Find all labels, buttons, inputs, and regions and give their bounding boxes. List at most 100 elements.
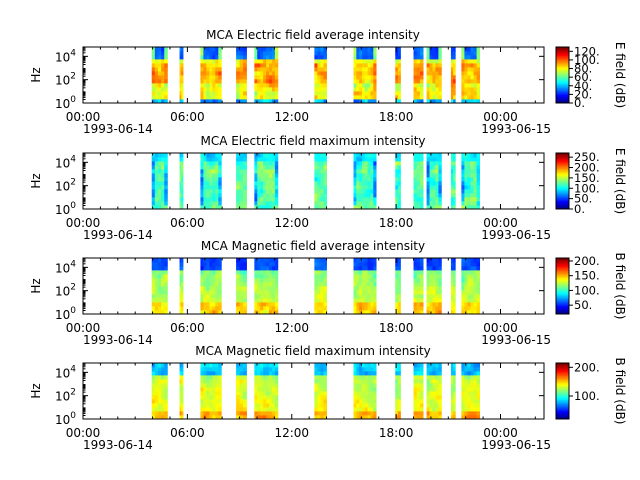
heatmap-cell [274,197,279,202]
heatmap-cell [154,407,159,412]
heatmap-cell [212,363,216,368]
heatmap-cell [154,47,159,52]
heatmap-cell [320,306,324,311]
heatmap-cell [413,391,418,396]
heatmap-cell [269,415,273,420]
heatmap-cell [453,63,456,68]
heatmap-cell [373,63,377,68]
heatmap-cell [151,67,156,72]
heatmap-cell [269,59,273,64]
heatmap-cell [395,91,399,96]
heatmap-cell [151,399,156,404]
heatmap-cell [164,262,168,267]
heatmap-cell [203,407,207,412]
heatmap-cell [413,306,418,311]
heatmap-cell [461,294,465,299]
heatmap-cell [361,95,366,100]
heatmap-cell [151,157,156,162]
heatmap-cell [426,59,430,64]
heatmap-cell [181,51,184,56]
heatmap-cell [370,205,374,210]
heatmap-cell [263,282,267,287]
heatmap-cell [317,153,321,158]
heatmap-cell [151,387,156,392]
heatmap-cell [254,55,258,60]
heatmap-cell [236,181,240,186]
heatmap-cell [206,153,210,158]
heatmap-cell [263,274,267,279]
colorbar-tick-label: 250. [574,150,600,164]
heatmap-cell [260,79,264,84]
heatmap-cell [320,157,324,162]
heatmap-cell [397,161,401,166]
heatmap-cell [271,63,276,68]
heatmap-cell [154,395,159,400]
heatmap-cell [432,79,436,84]
heatmap-cell [361,181,366,186]
heatmap-cell [356,407,360,412]
heatmap-cell [151,367,156,372]
heatmap-cell [367,153,371,158]
heatmap-cell [464,395,468,400]
heatmap-cell [203,185,207,190]
heatmap-cell [260,262,264,267]
heatmap-cell [473,383,477,388]
heatmap-cell [269,197,273,202]
heatmap-cell [164,286,168,291]
heatmap-cell [236,47,240,52]
heatmap-cell [395,95,399,100]
heatmap-cell [476,157,481,162]
heatmap-cell [239,407,244,412]
heatmap-cell [157,201,162,206]
heatmap-cell [212,71,216,76]
heatmap-cell [274,290,279,295]
heatmap-cell [179,47,182,52]
heatmap-cell [317,161,321,166]
colorbar-swatch [556,66,569,69]
heatmap-cell [157,51,162,56]
heatmap-cell [464,51,468,56]
heatmap-cell [260,363,264,368]
heatmap-cell [413,266,418,271]
colorbar-swatch [556,55,569,58]
heatmap-cell [461,59,465,64]
heatmap-cell [161,95,165,100]
heatmap-cell [164,47,168,52]
heatmap-cell [416,278,421,283]
heatmap-cell [438,286,442,291]
heatmap-cell [356,63,360,68]
heatmap-cell [314,181,318,186]
heatmap-cell [435,63,439,68]
heatmap-cell [370,59,374,64]
heatmap-cell [260,294,264,299]
heatmap-cell [269,99,273,104]
heatmap-cell [263,197,267,202]
heatmap-cell [416,173,421,178]
heatmap-cell [320,411,324,416]
heatmap-cell [263,290,267,295]
heatmap-cell [274,55,279,60]
heatmap-cell [320,294,324,299]
heatmap-cell [435,197,439,202]
heatmap-cell [239,306,244,311]
heatmap-cell [438,391,442,396]
heatmap-cell [266,157,270,162]
heatmap-cell [206,185,210,190]
heatmap-cell [209,55,213,60]
heatmap-cell [218,165,222,170]
heatmap-cell [450,379,454,384]
heatmap-cell [470,310,474,315]
heatmap-cell [236,185,240,190]
heatmap-cell [179,83,182,88]
heatmap-cell [464,282,468,287]
heatmap-cell [266,189,270,194]
heatmap-cell [361,387,366,392]
heatmap-cell [215,99,219,104]
heatmap-cell [426,177,430,182]
heatmap-cell [395,197,399,202]
heatmap-cell [154,411,159,416]
colorbar-swatch [556,400,569,403]
heatmap-cell [361,91,366,96]
heatmap-cell [271,173,276,178]
heatmap-cell [370,383,374,388]
